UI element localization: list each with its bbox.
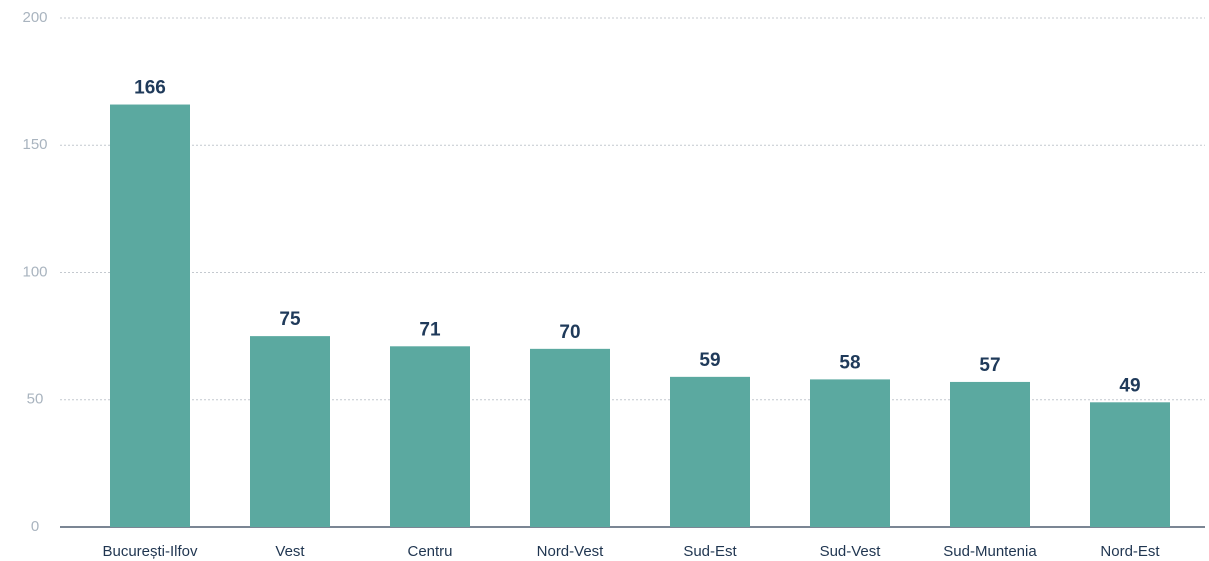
data-label: 71 [419,319,441,340]
x-tick-label: Centru [407,543,452,560]
x-tick-label: București-Ilfov [102,543,198,560]
data-label: 59 [699,350,720,371]
bar [810,379,890,527]
bar [250,336,330,527]
data-label: 166 [134,78,166,99]
y-tick-label: 200 [22,9,47,26]
y-tick-label: 100 [22,263,47,280]
bar [390,346,470,527]
y-tick-label: 0 [31,518,39,535]
bar [110,104,190,527]
bar [670,376,750,527]
x-tick-label: Sud-Est [683,543,737,560]
data-label: 57 [979,355,1000,376]
bar [950,381,1030,527]
x-tick-label: Sud-Vest [820,543,882,560]
data-label: 58 [839,352,860,373]
x-tick-label: Nord-Est [1100,543,1160,560]
data-label: 70 [559,322,580,343]
bar [1090,402,1170,527]
y-tick-label: 50 [27,391,44,408]
data-label: 49 [1119,375,1140,396]
y-tick-label: 150 [22,136,47,153]
x-tick-label: Vest [275,543,305,560]
x-tick-label: Nord-Vest [537,543,605,560]
x-tick-label: Sud-Muntenia [943,543,1037,560]
bar [530,348,610,527]
data-label: 75 [279,309,301,330]
